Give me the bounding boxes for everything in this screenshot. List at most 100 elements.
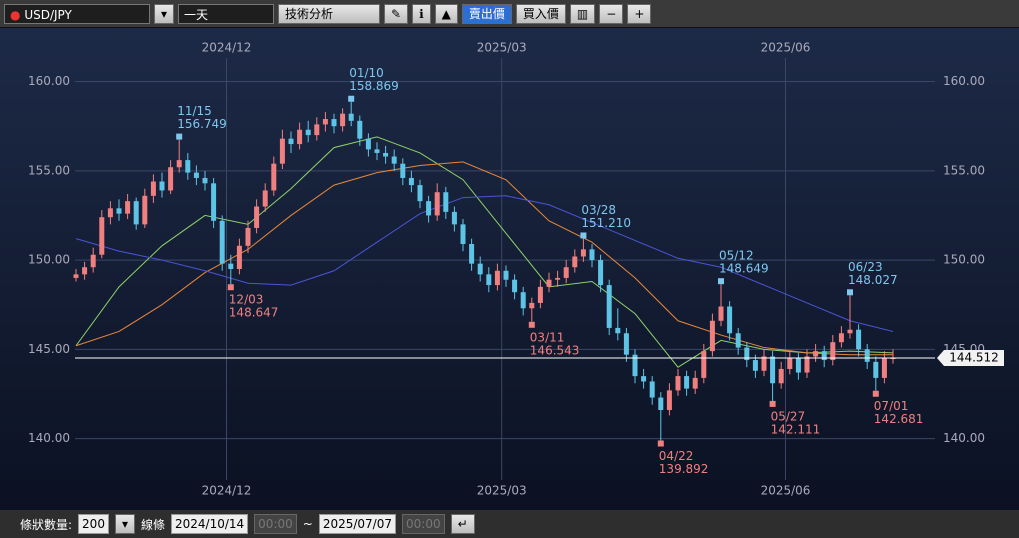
candle-body — [666, 390, 672, 411]
candle-body — [692, 377, 698, 389]
toolbar: ● USD/JPY ▾ 一天 技術分析 ✎ ℹ ▲ 賣出價 買入價 ▥ − + — [0, 0, 1019, 28]
candle-body — [142, 195, 148, 225]
draw-button[interactable]: ✎ — [384, 3, 409, 24]
candle-body — [830, 342, 836, 361]
bid-button[interactable]: 賣出價 — [461, 3, 512, 24]
candle-body — [494, 270, 500, 286]
chart-button[interactable]: ▥ — [569, 3, 596, 24]
candle-body — [623, 333, 629, 355]
candle-body — [615, 327, 621, 334]
candle-body — [821, 351, 827, 361]
candle-body — [365, 138, 371, 150]
annotation-price: 158.869 — [349, 79, 399, 93]
annotation-date: 03/11 — [530, 330, 565, 344]
candle-body — [288, 138, 294, 145]
candle-body — [236, 245, 242, 269]
bars-input[interactable]: 200 — [78, 514, 109, 534]
candle-body — [572, 256, 578, 268]
dropdown[interactable]: ▾ — [154, 3, 175, 24]
candle-body — [297, 129, 303, 145]
annotation-date: 12/03 — [229, 293, 264, 307]
candle-body — [881, 358, 887, 378]
candle-body — [383, 152, 389, 157]
candle-body — [99, 217, 105, 255]
ask-button[interactable]: 買入價 — [515, 3, 566, 24]
annotation-price: 142.681 — [874, 412, 924, 426]
moving-average — [75, 195, 894, 332]
candle-body — [322, 119, 328, 125]
candle-body — [804, 356, 810, 373]
candle-body — [116, 208, 122, 214]
annotation-price: 156.749 — [177, 117, 227, 131]
period-select[interactable]: 一天 — [178, 3, 275, 24]
area-button[interactable]: ▲ — [434, 3, 458, 24]
analysis-button[interactable]: 技術分析 — [278, 3, 381, 24]
info-button[interactable]: ℹ — [412, 3, 431, 24]
candle-body — [641, 376, 647, 382]
extreme-marker — [227, 284, 234, 291]
candle-body — [477, 263, 483, 275]
candle-body — [632, 354, 638, 377]
annotation-price: 146.543 — [530, 343, 580, 357]
from-time: 00:00 — [254, 514, 297, 534]
annotation-date: 05/12 — [719, 249, 754, 263]
candle-body — [537, 286, 543, 303]
y-tick-label: 140.00 — [28, 431, 70, 445]
zoom-out[interactable]: − — [599, 3, 624, 24]
candle-body — [520, 292, 526, 309]
candle-body — [580, 249, 586, 257]
extreme-marker — [872, 390, 879, 397]
extreme-marker — [769, 400, 776, 407]
candle-body — [546, 279, 552, 287]
plot-background — [0, 28, 1019, 510]
apply-button[interactable]: ↵ — [450, 514, 475, 534]
candle-body — [761, 356, 767, 371]
candle-body — [486, 274, 492, 286]
candle-body — [856, 329, 862, 350]
candle-body — [150, 181, 156, 196]
candle-body — [684, 376, 690, 389]
candle-body — [529, 302, 535, 309]
extreme-marker — [348, 95, 355, 102]
annotation-date: 11/15 — [177, 104, 212, 118]
extreme-marker — [847, 289, 853, 296]
candle-body — [400, 163, 406, 178]
annotation-date: 05/27 — [771, 409, 806, 423]
zoom-in[interactable]: + — [627, 3, 652, 24]
candle-body — [649, 381, 655, 398]
symbol: USD/JPY — [24, 7, 72, 22]
candle-body — [778, 368, 784, 384]
bars-label: 條狀數量: — [20, 517, 73, 532]
to-date[interactable]: 2025/07/07 — [318, 514, 396, 534]
x-tick-label-bottom: 2024/12 — [202, 484, 252, 498]
x-tick-label-bottom: 2025/03 — [477, 484, 527, 498]
candle-body — [245, 227, 251, 246]
annotation-date: 07/01 — [874, 399, 909, 413]
candle-body — [675, 376, 681, 391]
candle-body — [658, 397, 664, 411]
candle-body — [82, 267, 88, 275]
current-price-box — [937, 350, 1004, 367]
annotation-date: 04/22 — [659, 449, 694, 463]
symbol-select[interactable]: ● USD/JPY — [4, 3, 150, 24]
candle-body — [417, 185, 423, 202]
x-tick-label: 2025/03 — [477, 41, 527, 55]
candle-body — [752, 360, 758, 371]
candle-body — [709, 320, 715, 352]
candle-body — [391, 156, 397, 164]
candle-body — [451, 211, 457, 225]
line-label: 線條 — [140, 517, 165, 532]
extreme-marker — [718, 278, 724, 285]
bars-down[interactable]: ▾ — [114, 514, 135, 534]
candle-body — [434, 192, 440, 216]
candle-body — [512, 279, 518, 293]
annotation-date: 06/23 — [848, 260, 883, 274]
candle-body — [254, 206, 260, 228]
extreme-marker — [657, 440, 664, 447]
x-tick-label: 2025/06 — [761, 41, 811, 55]
extreme-marker — [580, 232, 587, 239]
candle-body — [262, 190, 268, 207]
from-date[interactable]: 2024/10/14 — [171, 514, 249, 534]
